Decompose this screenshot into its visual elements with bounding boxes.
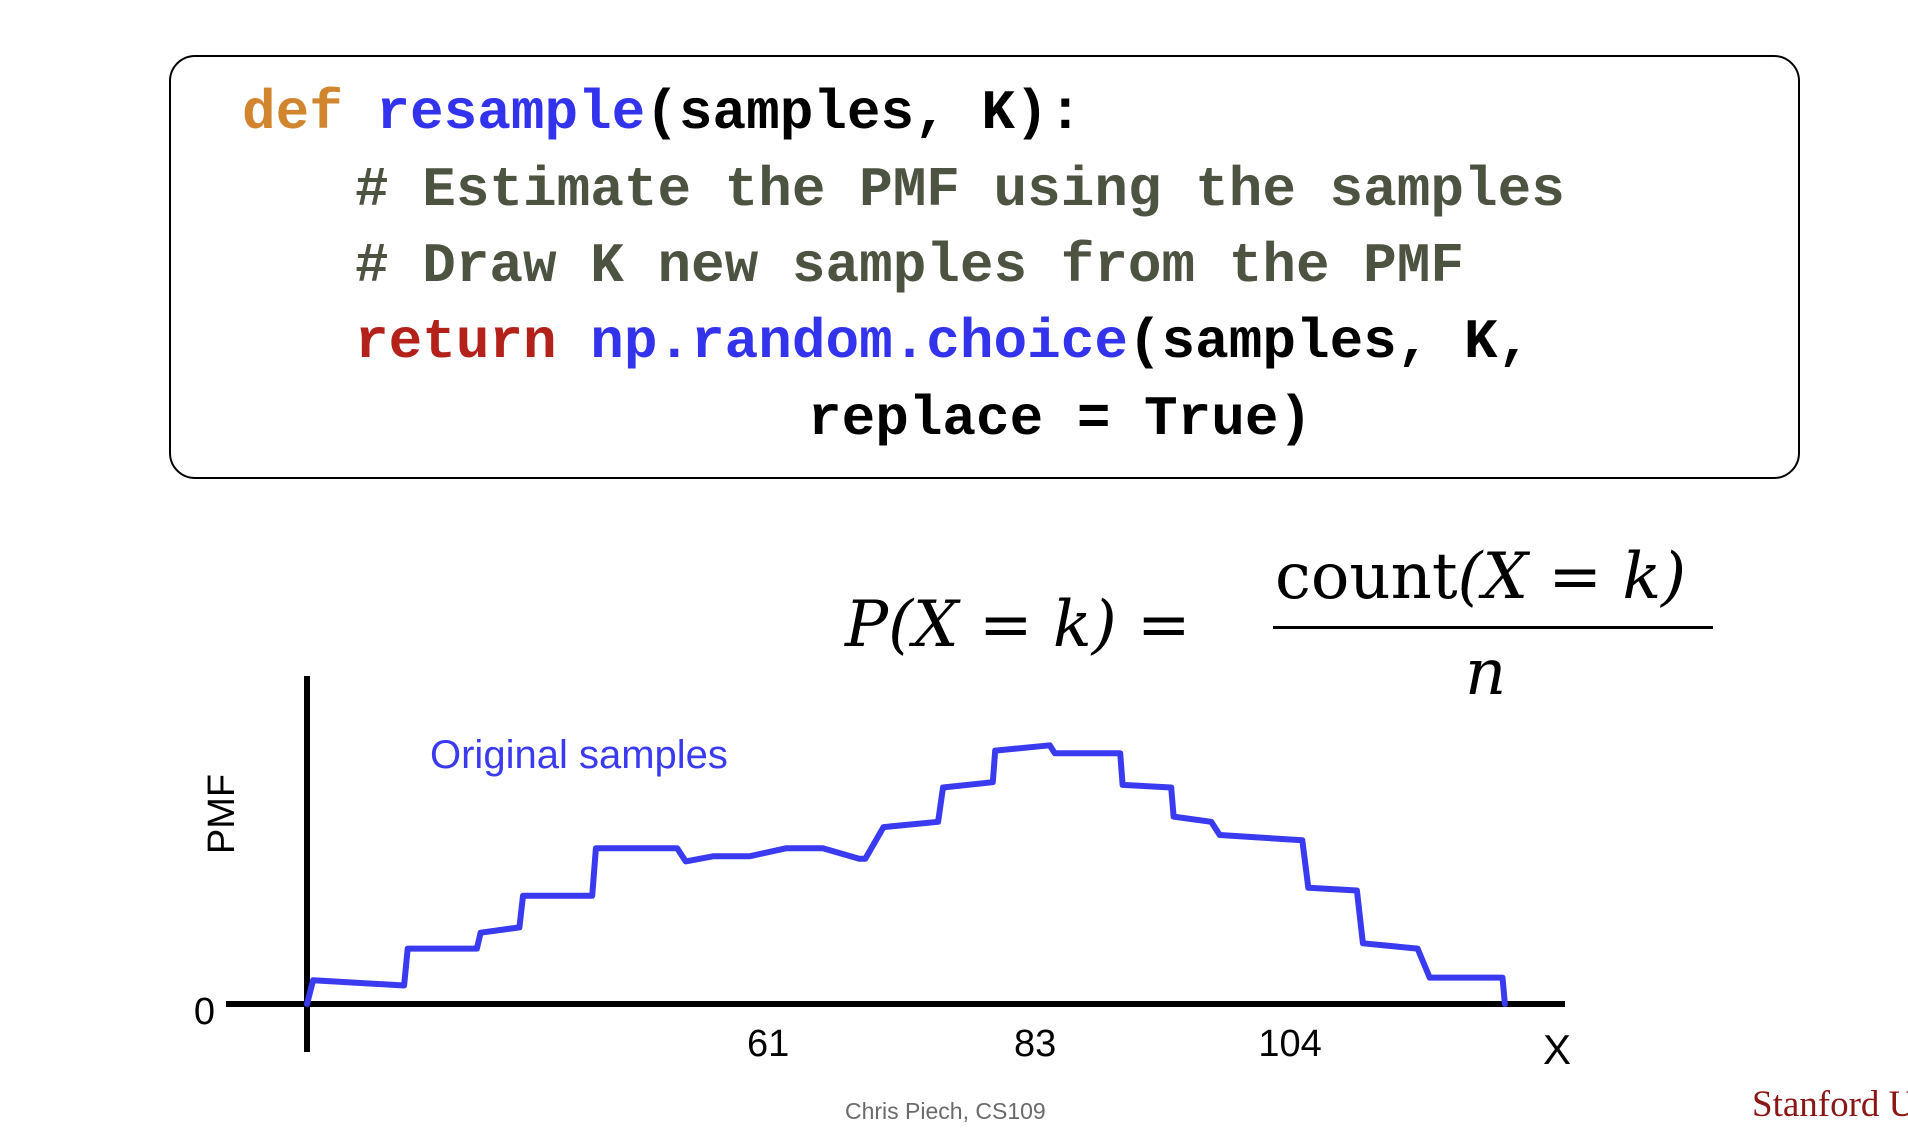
fraction-bar — [1273, 626, 1713, 629]
series-label-original-samples: Original samples — [430, 733, 728, 777]
series-line-original-samples — [304, 742, 1508, 1007]
call-args: (samples, K, — [1127, 310, 1532, 374]
code-line-return: return np.random.choice(samples, K, — [355, 310, 1531, 374]
keyword-def: def — [242, 81, 377, 145]
code-comment-estimate: # Estimate the PMF using the samples — [355, 158, 1565, 222]
formula-denominator: n — [1465, 636, 1507, 710]
function-name: resample — [376, 81, 646, 145]
x-tick-label-83: 83 — [1014, 1023, 1056, 1065]
keyword-return: return — [355, 310, 591, 374]
formula-count-args: (X = k) — [1457, 540, 1687, 614]
x-tick-label-61: 61 — [747, 1023, 789, 1065]
pmf-formula: P(X = k) = count(X = k) n — [845, 540, 1715, 720]
formula-lhs: P(X = k) = — [845, 588, 1191, 662]
function-call: np.random.choice — [590, 310, 1128, 374]
code-line-def: def resample(samples, K): — [242, 81, 1082, 145]
function-params: (samples, K): — [645, 81, 1083, 145]
code-line-replace: replace = True) — [808, 387, 1313, 451]
x-tick-labels: 61 83 104 — [747, 1023, 1322, 1065]
stanford-logo: Stanford U — [1752, 1084, 1908, 1125]
y-tick-label: 0 — [194, 991, 215, 1033]
formula-numerator: count(X = k) — [1275, 540, 1686, 614]
formula-count: count — [1275, 540, 1458, 614]
code-block: def resample(samples, K): # Estimate the… — [169, 55, 1800, 479]
y-axis-label: PMF — [201, 774, 243, 854]
footer-credit: Chris Piech, CS109 — [845, 1098, 1046, 1124]
code-comment-draw: # Draw K new samples from the PMF — [355, 234, 1464, 298]
x-axis-label: X — [1543, 1026, 1571, 1073]
x-tick-label-104: 104 — [1258, 1023, 1321, 1065]
